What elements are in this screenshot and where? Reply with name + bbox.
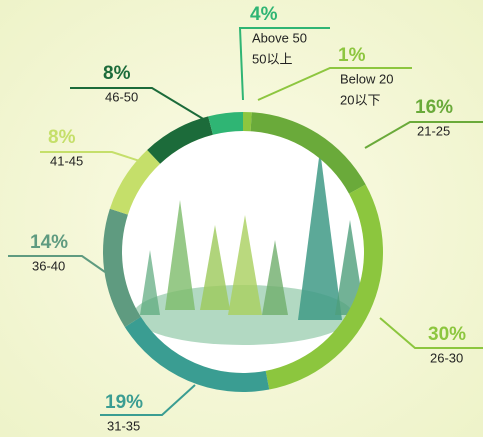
value-label: 19%: [105, 392, 143, 413]
leader-line: [100, 384, 196, 416]
value-label: 8%: [103, 63, 131, 84]
donut-segment: [243, 112, 252, 132]
donut-segment: [250, 112, 366, 194]
forest-illustration: [122, 131, 365, 373]
category-label: 50以上: [252, 51, 292, 66]
category-label: 41-45: [50, 153, 83, 168]
value-label: 30%: [428, 324, 466, 345]
leader-line: [40, 151, 153, 166]
value-label: 16%: [415, 97, 453, 118]
category-label: 20以下: [340, 92, 380, 107]
category-label: 26-30: [430, 350, 463, 365]
donut-segment: [109, 149, 161, 215]
value-label: 14%: [30, 232, 68, 253]
donut-segment: [147, 116, 213, 164]
category-label: Below 20: [340, 71, 393, 86]
category-label: 31-35: [107, 418, 140, 433]
leader-line: [364, 121, 483, 149]
leader-line: [257, 67, 412, 101]
leader-line: [70, 87, 206, 121]
value-label: 8%: [48, 127, 76, 148]
donut-segment: [208, 112, 243, 135]
category-label: 21-25: [417, 123, 450, 138]
category-label: Above 50: [252, 30, 307, 45]
donut-segment: [124, 316, 270, 392]
leader-line: [379, 317, 483, 349]
donut-segment: [103, 208, 141, 328]
category-label: 36-40: [32, 258, 65, 273]
category-label: 46-50: [105, 89, 138, 104]
leader-line: [238, 27, 330, 101]
donut-segment: [265, 184, 383, 390]
leader-line: [8, 255, 106, 273]
value-label: 1%: [338, 45, 366, 66]
value-label: 4%: [250, 4, 278, 25]
